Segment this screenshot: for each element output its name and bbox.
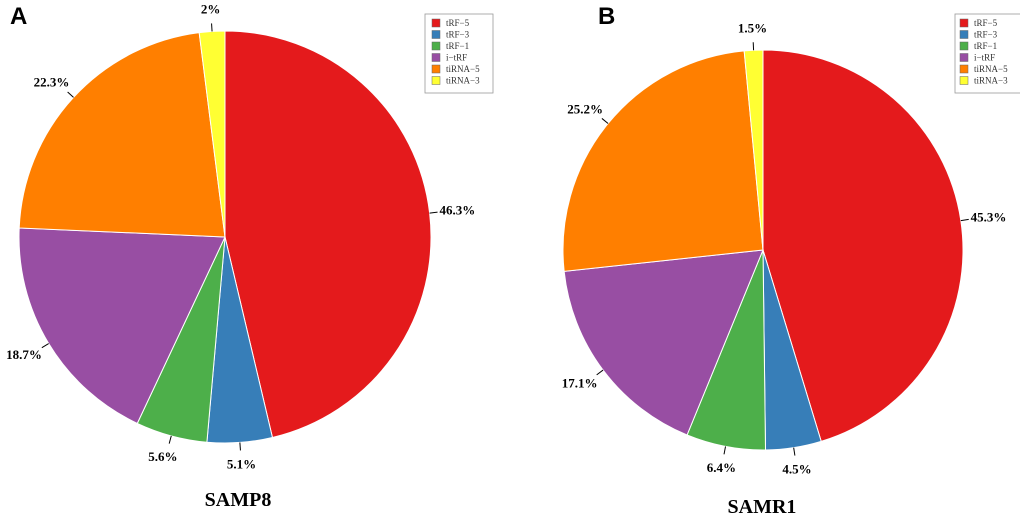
leader-lines-samr1 xyxy=(596,42,969,456)
leader-line xyxy=(429,211,438,214)
panel-letter-b: B xyxy=(598,3,615,30)
leader-line xyxy=(723,446,727,455)
slice-label: 45.3% xyxy=(971,209,1007,224)
pie-slice-tirna-5 xyxy=(562,50,764,272)
slice-label: 5.1% xyxy=(227,456,256,471)
pie-slice-i-trf xyxy=(563,249,764,436)
legend-swatch xyxy=(959,64,969,74)
leader-lines-samp8 xyxy=(41,23,438,451)
pie-slice-trf-5 xyxy=(762,49,964,442)
legend-label: tRF−3 xyxy=(446,30,470,40)
legend-label: tRF−1 xyxy=(446,41,469,51)
panel-letter-a: A xyxy=(10,3,27,30)
legend-label: i−tRF xyxy=(446,53,467,63)
chart-title-samp8: SAMP8 xyxy=(205,489,272,511)
slice-label: 25.2% xyxy=(567,102,603,117)
legend-label: tiRNA−5 xyxy=(446,64,480,74)
pie-slice-trf-5 xyxy=(224,30,432,439)
panel-b: B 45.3% 4.5% 6.4% 17.1% 25.2% 1.5% SAMR1 tRF−… xyxy=(562,3,1020,517)
slice-label: 46.3% xyxy=(439,203,475,218)
leader-line xyxy=(601,118,609,124)
slice-label: 2% xyxy=(201,1,221,16)
slice-labels-samr1: 45.3% 4.5% 6.4% 17.1% 25.2% 1.5% xyxy=(562,20,1007,476)
pie-slice-tirna-5 xyxy=(18,32,226,238)
legend-swatch xyxy=(431,64,441,74)
legend-swatch xyxy=(959,41,969,51)
pie-slices-samp8 xyxy=(18,30,432,444)
slice-labels-samp8: 46.3% 5.1% 5.6% 18.7% 22.3% 2% xyxy=(6,1,475,471)
legend-label: i−tRF xyxy=(974,53,995,63)
legend-label: tiRNA−3 xyxy=(974,76,1008,86)
pie-slice-tirna-3 xyxy=(743,49,764,251)
legend-swatch xyxy=(959,18,969,28)
slice-label: 22.3% xyxy=(34,75,70,90)
legend-swatch xyxy=(431,18,441,28)
slice-label: 5.6% xyxy=(148,449,177,464)
panel-a: A 46.3%5.1%5.6%18.7%22.3%2% SAMP8 tRF−5t… xyxy=(6,1,494,511)
pie-slice-i-trf xyxy=(18,227,226,425)
leader-line xyxy=(596,369,604,376)
leader-line xyxy=(239,442,241,451)
leader-line xyxy=(793,447,796,456)
legend-label: tiRNA−5 xyxy=(974,64,1008,74)
slice-label: 4.5% xyxy=(782,461,811,476)
legend-swatch xyxy=(959,76,969,85)
legend-swatch xyxy=(431,53,441,62)
legend-label: tRF−5 xyxy=(446,18,470,28)
slice-label: 1.5% xyxy=(738,20,767,35)
pie-slices-samr1 xyxy=(562,49,964,451)
leader-line xyxy=(41,343,49,349)
legend-swatch xyxy=(431,30,441,39)
leader-line xyxy=(168,435,172,444)
legend-label: tRF−3 xyxy=(974,30,998,40)
leader-line xyxy=(67,91,74,98)
slice-label: 6.4% xyxy=(707,460,736,475)
legend-swatch xyxy=(959,30,969,39)
slice-label: 18.7% xyxy=(6,347,42,362)
legend-swatch xyxy=(959,53,969,62)
leader-line xyxy=(211,23,213,32)
chart-title-samr1: SAMR1 xyxy=(728,496,797,517)
legend-label: tRF−5 xyxy=(974,18,998,28)
legend-label: tRF−1 xyxy=(974,41,997,51)
leader-line xyxy=(960,218,969,222)
legend-label: tiRNA−3 xyxy=(446,76,480,86)
slice-label: 17.1% xyxy=(562,375,598,390)
legend-swatch xyxy=(431,41,441,51)
legend-swatch xyxy=(431,76,441,85)
